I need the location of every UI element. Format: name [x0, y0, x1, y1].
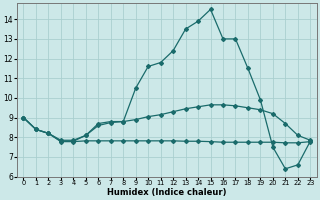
- X-axis label: Humidex (Indice chaleur): Humidex (Indice chaleur): [107, 188, 227, 197]
